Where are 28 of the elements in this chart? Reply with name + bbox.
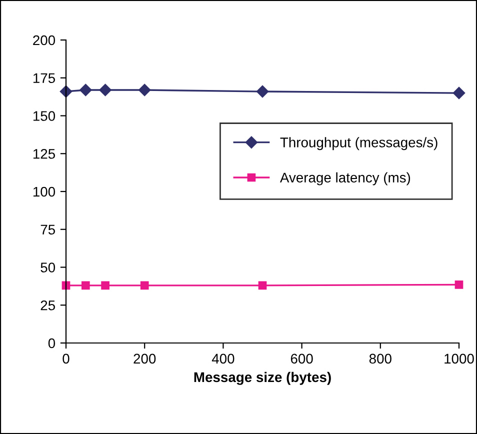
x-tick-label: 400 xyxy=(212,354,234,364)
y-tick-label: 175 xyxy=(33,73,56,84)
point xyxy=(81,281,90,290)
x-tick-label: 800 xyxy=(369,354,392,364)
point xyxy=(80,84,92,96)
y-tick-label: 200 xyxy=(33,35,56,46)
x-tick-label: 1000 xyxy=(444,354,474,364)
x-axis-title: Message size (bytes) xyxy=(194,372,331,385)
y-tick-label: 25 xyxy=(40,300,56,310)
point xyxy=(454,280,464,289)
y-tick-label: 75 xyxy=(40,224,56,235)
point xyxy=(258,281,267,290)
y-tick-label: 125 xyxy=(33,148,56,159)
y-tick-label: 0 xyxy=(48,338,56,348)
point xyxy=(101,281,110,290)
y-tick-label: 50 xyxy=(40,262,56,272)
legend-label: Throughput (messages/s) xyxy=(280,137,438,150)
point xyxy=(99,84,112,96)
y-tick-label: 100 xyxy=(33,186,56,197)
x-tick-label: 600 xyxy=(290,354,313,364)
point xyxy=(138,84,151,96)
point xyxy=(140,281,149,290)
legend-label: Average latency (ms) xyxy=(280,172,410,186)
point xyxy=(256,85,269,98)
y-tick-label: 150 xyxy=(33,111,56,121)
x-tick-label: 200 xyxy=(134,354,156,364)
x-tick-label: 0 xyxy=(62,354,70,364)
point xyxy=(452,86,466,100)
